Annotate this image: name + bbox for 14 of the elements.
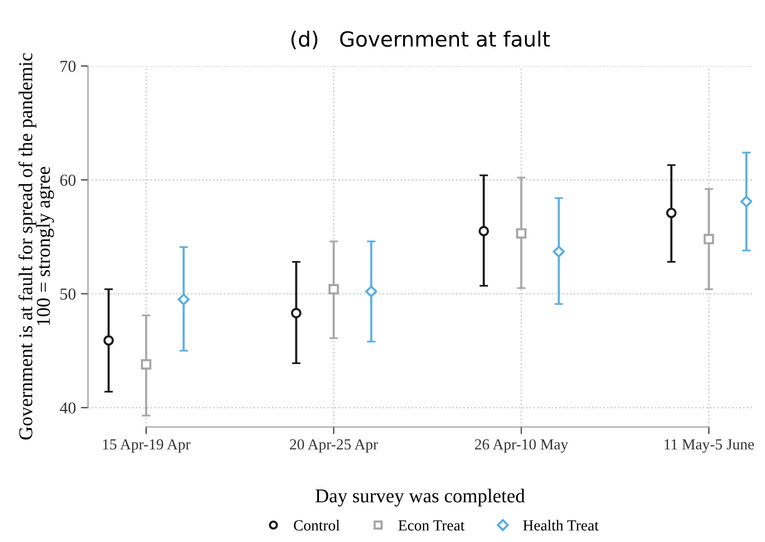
- x-tick-label: 11 May-5 June: [664, 439, 754, 453]
- chart-title: (d) Government at fault: [291, 30, 550, 50]
- y-tick-label: 70: [60, 60, 76, 72]
- x-axis-title: Day survey was completed: [316, 488, 525, 506]
- y-tick-label: 50: [60, 288, 76, 300]
- x-tick-label: 15 Apr-19 Apr: [103, 439, 190, 453]
- y-tick-label: 60: [60, 174, 76, 186]
- x-tick-label: 20 Apr-25 Apr: [290, 439, 378, 453]
- x-tick-label: 26 Apr-10 May: [475, 439, 568, 453]
- y-axis-title: Government is at fault for spread of the pandemic 100 = strongly agree: [18, 53, 54, 440]
- legend-label: Control: [294, 520, 340, 531]
- legend-label: Econ Treat: [398, 520, 465, 531]
- y-tick-label: 40: [60, 402, 76, 414]
- legend-label: Health Treat: [523, 520, 599, 531]
